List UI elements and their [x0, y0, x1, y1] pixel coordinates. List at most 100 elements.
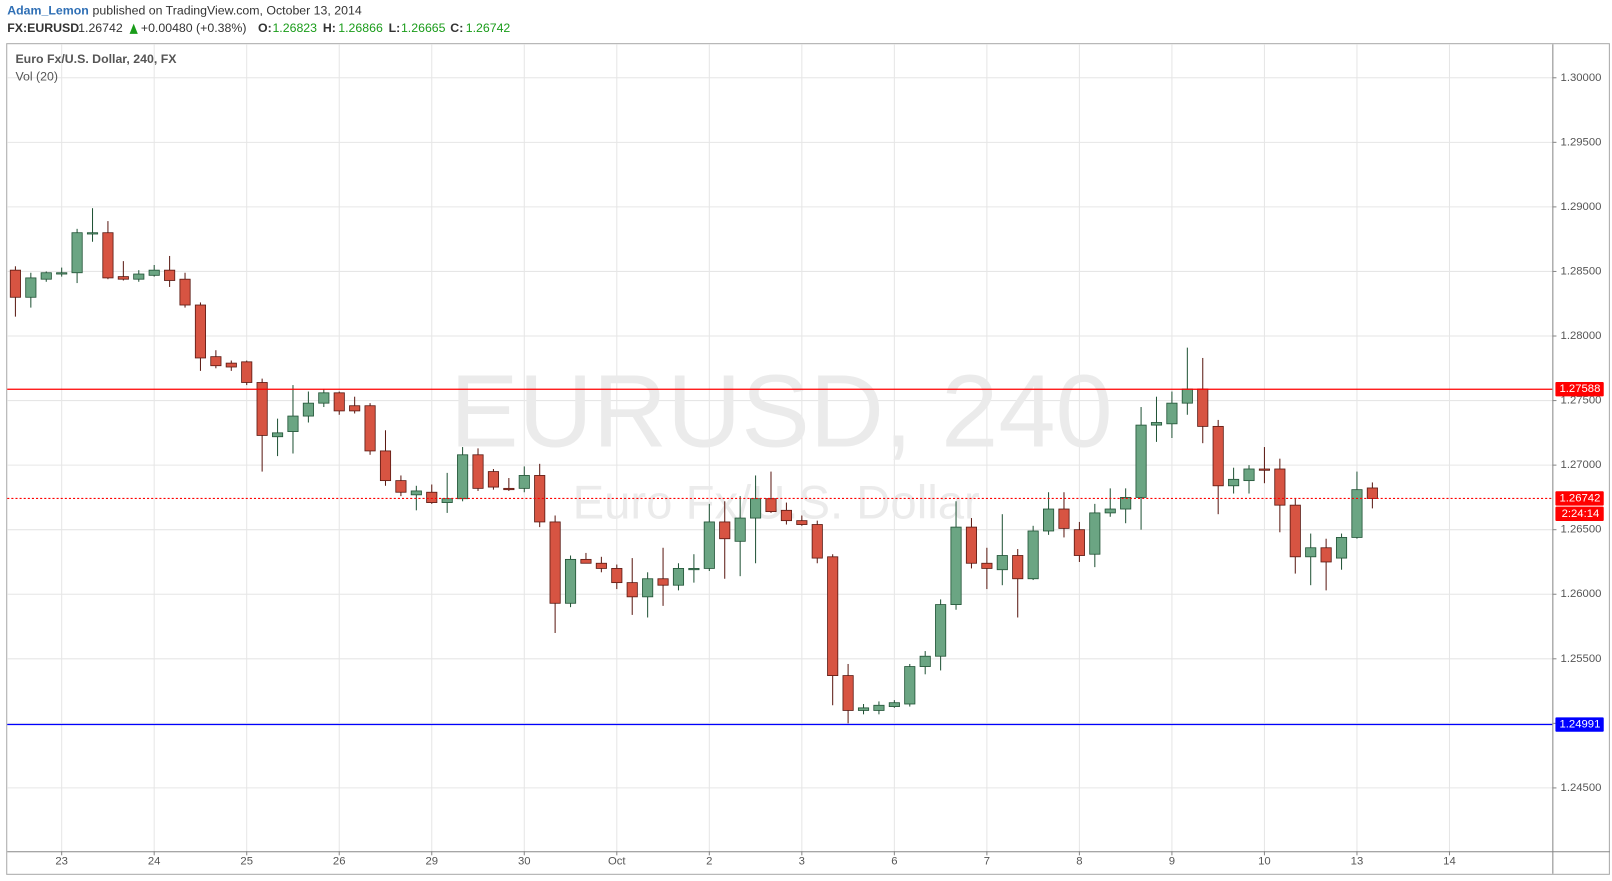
- candle-body: [703, 521, 715, 569]
- candle-body: [1320, 547, 1332, 563]
- candle-body: [811, 524, 823, 559]
- x-tick-label: 7: [984, 855, 990, 867]
- x-tick-label: 30: [518, 855, 531, 867]
- x-tick-label: 6: [891, 855, 897, 867]
- candle-body: [1073, 529, 1085, 556]
- candle-body: [487, 471, 499, 488]
- candle-body: [919, 655, 931, 667]
- candle-body: [1043, 508, 1055, 532]
- candle-body: [1135, 424, 1147, 498]
- chart-title: Euro Fx/U.S. Dollar, 240, FX: [15, 52, 177, 66]
- candle-body: [518, 475, 530, 489]
- candle-body: [1351, 489, 1363, 538]
- candle-body: [734, 517, 746, 542]
- candle-body: [472, 454, 484, 489]
- published: published on TradingView.com, October 13…: [93, 4, 362, 18]
- x-tick-label: 13: [1351, 855, 1364, 867]
- candle-body: [611, 568, 623, 584]
- candle-body: [1335, 537, 1348, 559]
- candle-body: [1120, 496, 1132, 510]
- candle-body: [133, 273, 145, 280]
- candle-body: [1228, 478, 1240, 487]
- o-label: O:: [258, 21, 272, 35]
- candle-body: [364, 405, 376, 452]
- candle-body: [1058, 508, 1070, 529]
- candle-body: [1012, 555, 1024, 580]
- candle-body: [1305, 547, 1317, 558]
- candle-body: [441, 498, 453, 503]
- y-tick-label: 1.26000: [1561, 588, 1602, 600]
- candle-body: [688, 568, 700, 571]
- candle-body: [1166, 402, 1178, 425]
- watermark: EURUSD, 240: [450, 354, 1113, 469]
- candle-body: [1181, 388, 1193, 404]
- candle-body: [1274, 468, 1286, 506]
- x-tick-label: 14: [1443, 855, 1456, 867]
- candle-body: [935, 604, 947, 657]
- candle-body: [1258, 468, 1270, 471]
- h-label: H:: [323, 21, 336, 35]
- candle-body: [272, 432, 284, 438]
- candle-body: [580, 558, 592, 564]
- candle-body: [117, 276, 129, 280]
- candle-body: [626, 582, 638, 598]
- change: +0.00480 (+0.38%): [141, 21, 247, 35]
- candle-body: [796, 520, 808, 525]
- candle-body: [564, 558, 577, 604]
- candle-body: [857, 707, 870, 711]
- y-tick-label: 1.27500: [1561, 395, 1602, 407]
- candle-body: [318, 392, 330, 404]
- candle-body: [904, 666, 916, 705]
- x-tick-label: 8: [1076, 855, 1082, 867]
- candle-body: [210, 356, 222, 367]
- y-tick-label: 1.28000: [1561, 330, 1602, 342]
- candle-body: [827, 556, 839, 676]
- symbol: FX:EURUSD: [7, 21, 79, 35]
- candle-body: [1089, 512, 1101, 555]
- user[interactable]: Adam_Lemon: [7, 4, 89, 18]
- candle-body: [595, 562, 607, 569]
- y-tick-label: 1.28500: [1561, 265, 1602, 277]
- candle-body: [780, 509, 792, 522]
- level-label: 1.26742: [1560, 492, 1601, 504]
- candle-body: [1289, 504, 1301, 558]
- level-label: 1.24991: [1560, 719, 1601, 731]
- candle-body: [1027, 530, 1039, 580]
- y-tick-label: 1.30000: [1561, 72, 1602, 84]
- level-badge: [1555, 491, 1604, 506]
- candle-body: [873, 704, 885, 711]
- candle-body: [750, 498, 762, 519]
- candle-body: [503, 487, 515, 491]
- candle-body: [379, 450, 392, 482]
- candle-body: [950, 526, 962, 605]
- y-tick-label: 1.29500: [1561, 136, 1602, 148]
- x-tick-label: 26: [333, 855, 346, 867]
- countdown: 2:24:14: [1562, 508, 1600, 520]
- x-tick-label: 9: [1169, 855, 1175, 867]
- candle-body: [56, 272, 68, 275]
- o-value: 1.26823: [272, 21, 317, 35]
- chart-subtitle: Vol (20): [15, 69, 58, 83]
- candle-body: [225, 362, 237, 368]
- candle-body: [102, 232, 114, 279]
- x-tick-label: 2: [706, 855, 712, 867]
- candle-body: [179, 278, 191, 306]
- l-label: L:: [389, 21, 401, 35]
- candle-body: [164, 269, 176, 281]
- candle-body: [426, 491, 438, 503]
- countdown-badge: [1555, 506, 1604, 522]
- candle-body: [40, 272, 52, 280]
- candle-body: [981, 562, 993, 569]
- level-badge: [1555, 382, 1604, 397]
- candle-body: [642, 578, 654, 598]
- publish-line: Adam_Lemon published on TradingView.com,…: [7, 4, 362, 18]
- candle-body: [148, 269, 160, 276]
- candle-body: [1212, 425, 1224, 487]
- candle-body: [1150, 422, 1163, 426]
- level-badge: [1555, 717, 1604, 732]
- candle-body: [1366, 487, 1378, 499]
- c-value: 1.26742: [466, 21, 511, 35]
